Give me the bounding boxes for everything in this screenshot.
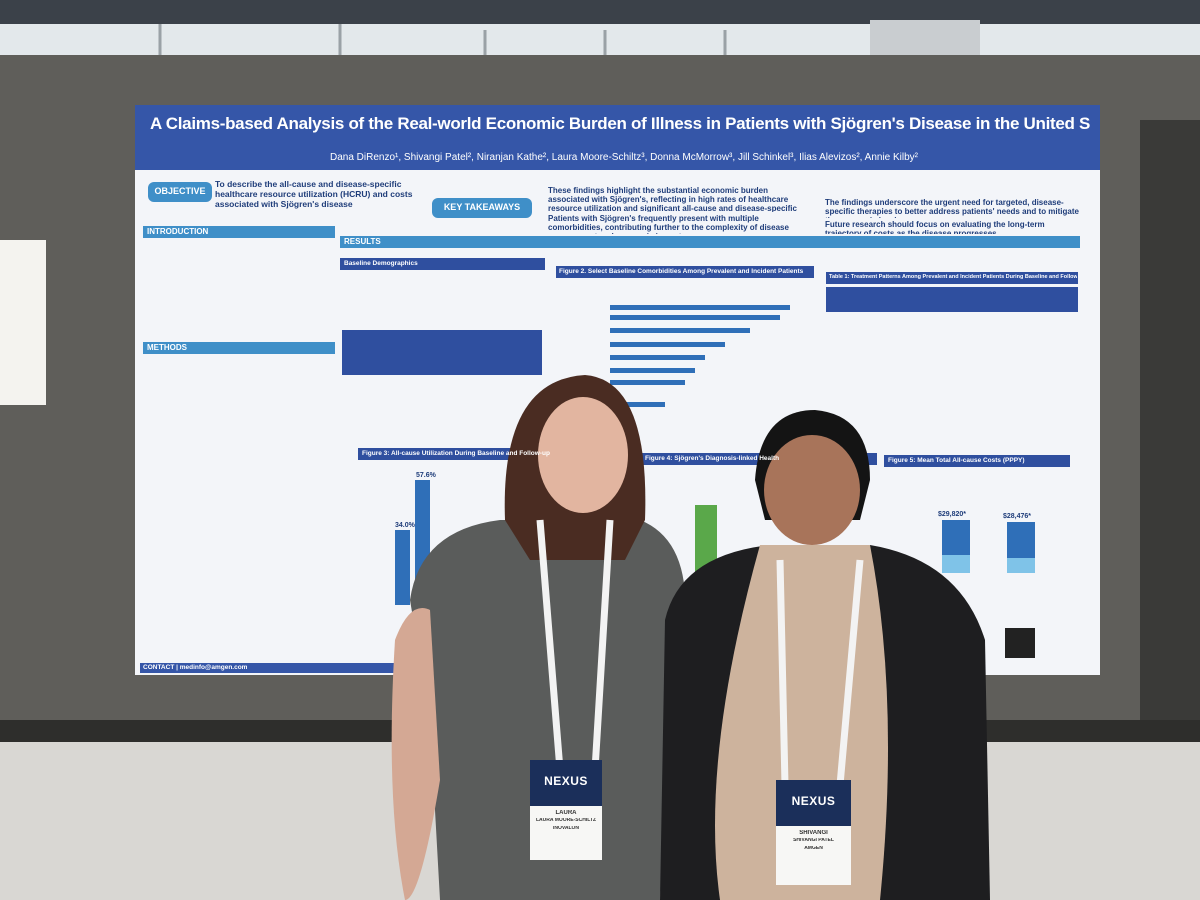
poster-authors: Dana DiRenzo¹, Shivangi Patel², Niranjan… [330, 152, 919, 163]
figure-bar [340, 258, 545, 270]
bar-label: 34.0% [395, 522, 415, 529]
lanyard [776, 559, 864, 786]
person-left-arm [391, 608, 440, 900]
board-frame [1140, 120, 1200, 740]
figure-title: Figure 3: All-cause Utilization During B… [362, 450, 550, 457]
badge-event: NEXUS [544, 775, 588, 788]
badge-name: LAURA [555, 810, 577, 816]
poster-title: A Claims-based Analysis of the Real-worl… [150, 114, 1090, 133]
takeaway: The findings underscore the urgent need … [825, 198, 1079, 218]
figure-title: Figure 4: Sjögren's Diagnosis-linked Hea… [645, 455, 780, 462]
figure-bar [556, 266, 814, 278]
poster-header [135, 105, 1100, 170]
person-left-shirt [410, 520, 686, 900]
takeaway: These findings highlight the substantial… [548, 186, 797, 212]
side-note [0, 240, 46, 405]
objective-label: OBJECTIVE [154, 186, 206, 196]
objective-tag [148, 182, 212, 202]
badge-full-name: LAURA MOORE-SCHILTZ [536, 818, 596, 823]
figure-title: Table 1: Treatment Patterns Among Preval… [829, 274, 1077, 280]
section-title: INTRODUCTION [147, 227, 209, 236]
badge-name: SHIVANGI [799, 830, 828, 836]
poster-bar-light [1007, 558, 1035, 573]
bar-label: $28,476* [1003, 513, 1032, 520]
poster-bar-light [942, 555, 970, 573]
person-left-face [538, 397, 628, 513]
bar-label: 57.6% [416, 472, 436, 479]
bar-label: $29,820* [938, 511, 967, 518]
section-title: RESULTS [344, 237, 381, 246]
section-bar [340, 236, 1080, 248]
section-bar [143, 342, 335, 354]
takeaway: Future research should focus on evaluati… [825, 220, 1045, 234]
person-right-face [764, 435, 860, 545]
badge-right-header [776, 780, 851, 826]
takeaways-tag [432, 198, 532, 218]
section-title: METHODS [147, 343, 187, 352]
figure-bar [826, 272, 1078, 284]
badge-org: AMGEN [804, 846, 823, 851]
figure-title: Figure 5: Mean Total All-cause Costs (PP… [888, 457, 1025, 464]
takeaway: Patients with Sjögren's frequently prese… [548, 214, 789, 234]
lanyard [536, 519, 614, 771]
figure-bar [884, 455, 1070, 467]
badge-left-header [530, 760, 602, 806]
figure-title: Figure 2. Select Baseline Comorbidities … [559, 268, 804, 275]
qr-code [1005, 628, 1035, 658]
figure-title: Baseline Demographics [344, 260, 418, 267]
objective-text: To describe the all-cause and disease-sp… [215, 180, 413, 209]
section-bar [143, 226, 335, 238]
badge-org: INOVALON [552, 826, 580, 831]
contact: CONTACT | medinfo@amgen.com [143, 664, 248, 671]
ceiling [0, 0, 1200, 24]
table-header [826, 287, 1078, 312]
table-header [342, 330, 542, 375]
contact-bar [140, 663, 400, 673]
badge-full-name: SHIVANGI PATEL [793, 838, 834, 843]
takeaways-label: KEY TAKEAWAYS [443, 202, 521, 212]
badge-event: NEXUS [791, 795, 836, 808]
